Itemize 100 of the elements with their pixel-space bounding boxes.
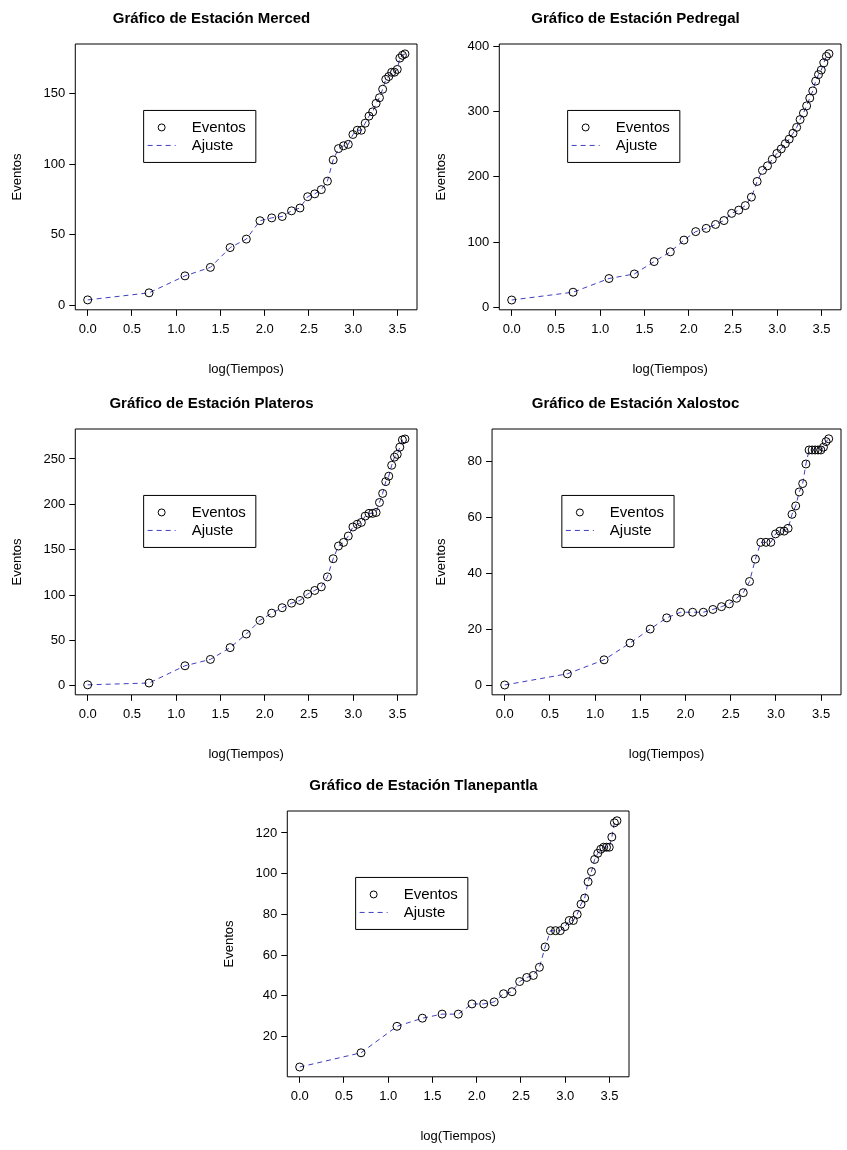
point (387, 460, 397, 470)
chart-title: Gráfico de Estación Merced (112, 9, 311, 27)
point (775, 526, 785, 536)
point (776, 144, 786, 154)
point (788, 128, 798, 138)
y-tick-label: 100 (255, 865, 278, 881)
point (371, 98, 381, 108)
point (356, 125, 366, 135)
point (360, 511, 370, 521)
y-tick-label: 300 (467, 103, 490, 119)
point (676, 607, 686, 617)
point (500, 680, 510, 690)
x-tick-label: 2.0 (255, 706, 274, 722)
x-tick-label: 3.5 (812, 706, 831, 722)
point (303, 589, 313, 599)
point (801, 459, 811, 469)
point (593, 848, 603, 858)
point (679, 235, 689, 245)
x-tick-label: 0.0 (78, 321, 97, 337)
x-tick-label: 3.5 (388, 321, 407, 337)
x-tick-label: 2.0 (255, 321, 274, 337)
point (515, 977, 525, 987)
point (819, 58, 829, 68)
y-tick-label: 150 (43, 85, 66, 101)
y-tick-label: 40 (467, 564, 483, 580)
point (241, 234, 251, 244)
x-tick-label: 1.0 (591, 321, 610, 337)
point (816, 65, 826, 75)
point (489, 997, 499, 1007)
point (534, 962, 544, 972)
y-tick-label: 200 (43, 495, 66, 511)
x-tick-label: 1.5 (211, 706, 230, 722)
x-tick-label: 0.5 (540, 706, 559, 722)
point (580, 893, 590, 903)
point (316, 185, 326, 195)
point (310, 189, 320, 199)
point (499, 989, 509, 999)
point (555, 926, 565, 936)
point (417, 1013, 427, 1023)
point (333, 541, 343, 551)
y-tick-label: 80 (262, 905, 278, 921)
point (792, 122, 802, 132)
point (528, 970, 538, 980)
point (727, 208, 737, 218)
point (295, 203, 305, 213)
point (586, 867, 596, 877)
x-axis-title: log(Tiempos) (628, 745, 705, 761)
point (180, 661, 190, 671)
point (757, 165, 767, 175)
legend-label: Eventos (191, 117, 246, 135)
x-tick-label: 0.0 (78, 706, 97, 722)
x-tick-label: 0.5 (122, 321, 141, 337)
point (590, 854, 600, 864)
point (392, 1021, 402, 1031)
point (348, 522, 358, 532)
point (295, 595, 305, 605)
point (662, 613, 672, 623)
x-tick-label: 0.5 (334, 1088, 353, 1104)
y-tick-label: 100 (43, 586, 66, 602)
point (277, 603, 287, 613)
point (805, 93, 815, 103)
point (310, 585, 320, 595)
chart-title: Gráfico de Estación Pedregal (531, 9, 740, 27)
legend-label: Eventos (609, 502, 665, 520)
y-tick-label: 80 (467, 452, 483, 468)
y-tick-label: 50 (50, 631, 66, 647)
point (356, 517, 366, 527)
x-tick-label: 3.0 (768, 321, 787, 337)
point (711, 219, 721, 229)
y-tick-label: 400 (467, 38, 490, 54)
point (551, 926, 561, 936)
y-axis-title: Eventos (9, 152, 25, 201)
x-tick-label: 3.5 (600, 1088, 619, 1104)
point (604, 274, 614, 284)
y-tick-label: 100 (43, 155, 66, 171)
legend-label: Eventos (615, 117, 670, 135)
point (763, 161, 773, 171)
chart-title: Gráfico de Estación Plateros (109, 394, 314, 412)
x-tick-label: 3.0 (556, 1088, 575, 1104)
y-tick-label: 40 (262, 987, 278, 1003)
y-tick-label: 20 (467, 620, 483, 636)
x-tick-label: 3.5 (388, 706, 407, 722)
point (568, 287, 578, 297)
point (316, 582, 326, 592)
chart-title: Gráfico de Estación Xalostoc (531, 394, 740, 412)
x-axis-title: log(Tiempos) (208, 360, 284, 376)
x-tick-label: 1.5 (631, 706, 650, 722)
point (343, 531, 353, 541)
legend-label: Ajuste (615, 135, 658, 153)
point (738, 588, 748, 598)
x-tick-label: 1.5 (635, 321, 654, 337)
point (241, 629, 251, 639)
point (649, 257, 659, 267)
point (507, 987, 517, 997)
point (277, 211, 287, 221)
point (716, 602, 726, 612)
y-tick-label: 20 (262, 1028, 278, 1044)
legend-label: Ajuste (191, 135, 234, 153)
point (540, 942, 550, 952)
point (255, 615, 265, 625)
